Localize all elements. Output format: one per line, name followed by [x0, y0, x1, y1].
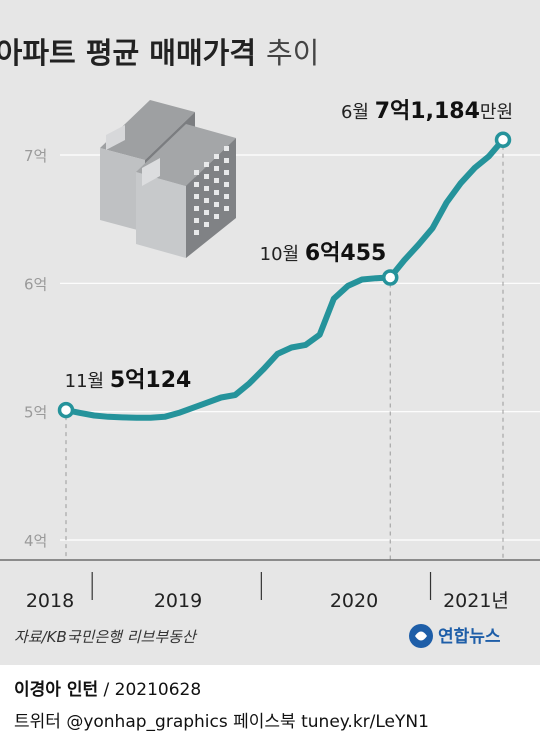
y-tick-label: 5억 — [24, 404, 47, 422]
reference-lines — [65, 145, 504, 560]
brand-name: 연합뉴스 — [438, 626, 501, 647]
data-point-marker — [57, 401, 75, 419]
series-line — [63, 136, 506, 421]
annotation-nov-2018: 11월 5억124 — [65, 368, 192, 393]
y-tick-label: 7억 — [24, 147, 47, 165]
data-point-marker — [381, 269, 399, 286]
social-line: 트위터 @yonhap_graphics 페이스북 tuney.kr/LeYN1 — [14, 712, 429, 732]
annotation-month: 6월 — [341, 102, 369, 123]
grid-layer: 4억 5억 6억 7억 2018 2019 2020 2021년 — [0, 147, 540, 612]
annotation-value-eok: 6억 — [305, 241, 341, 266]
annotation-unit: 만원 — [480, 102, 513, 123]
annotation-value-rest: 1,184 — [410, 99, 480, 124]
annotation-oct-2020: 10월 6억455 — [260, 241, 387, 266]
point-layer — [57, 131, 512, 419]
apartment-buildings-illustration — [100, 100, 236, 258]
annotation-value-rest: 455 — [340, 241, 386, 266]
source-note: 자료/KB국민은행 리브부동산 — [14, 628, 198, 646]
author-name: 이경아 인턴 — [14, 680, 99, 700]
x-tick-label: 2019 — [154, 590, 202, 612]
annotation-value-rest: 124 — [145, 368, 191, 393]
author-line: 이경아 인턴 / 20210628 — [14, 675, 201, 700]
y-tick-label: 4억 — [24, 532, 47, 550]
annotation-month: 10월 — [260, 244, 299, 265]
publish-date: / 20210628 — [98, 680, 202, 700]
y-tick-label: 6억 — [24, 275, 47, 293]
x-tick-label: 2018 — [26, 590, 74, 612]
series-layer — [63, 136, 506, 421]
x-tick-label: 2021년 — [443, 590, 509, 612]
data-point-marker — [494, 131, 512, 149]
yonhap-logo: 연합뉴스 — [409, 624, 501, 648]
annotation-month: 11월 — [65, 371, 104, 392]
x-tick-label: 2020 — [330, 590, 378, 612]
chart-svg: 수도권 아파트 평균 매매가격 추이 4억 5억 6억 7억 2018 2019 2020 2… — [0, 36, 540, 648]
annotation-value-eok: 5억 — [110, 368, 146, 393]
chart-subtitle: 추이 — [266, 36, 319, 70]
annotation-jun-2021: 6월 7억1,184만원 — [341, 99, 513, 124]
credit-footer: 이경아 인턴 / 20210628 트위터 @yonhap_graphics 페… — [0, 665, 540, 741]
chart-title: 수도권 아파트 평균 매매가격 — [0, 36, 256, 70]
annotation-value-eok: 7억 — [375, 99, 411, 124]
chart-area: 수도권 아파트 평균 매매가격 추이 4억 5억 6억 7억 2018 2019 2020 2… — [0, 0, 540, 665]
